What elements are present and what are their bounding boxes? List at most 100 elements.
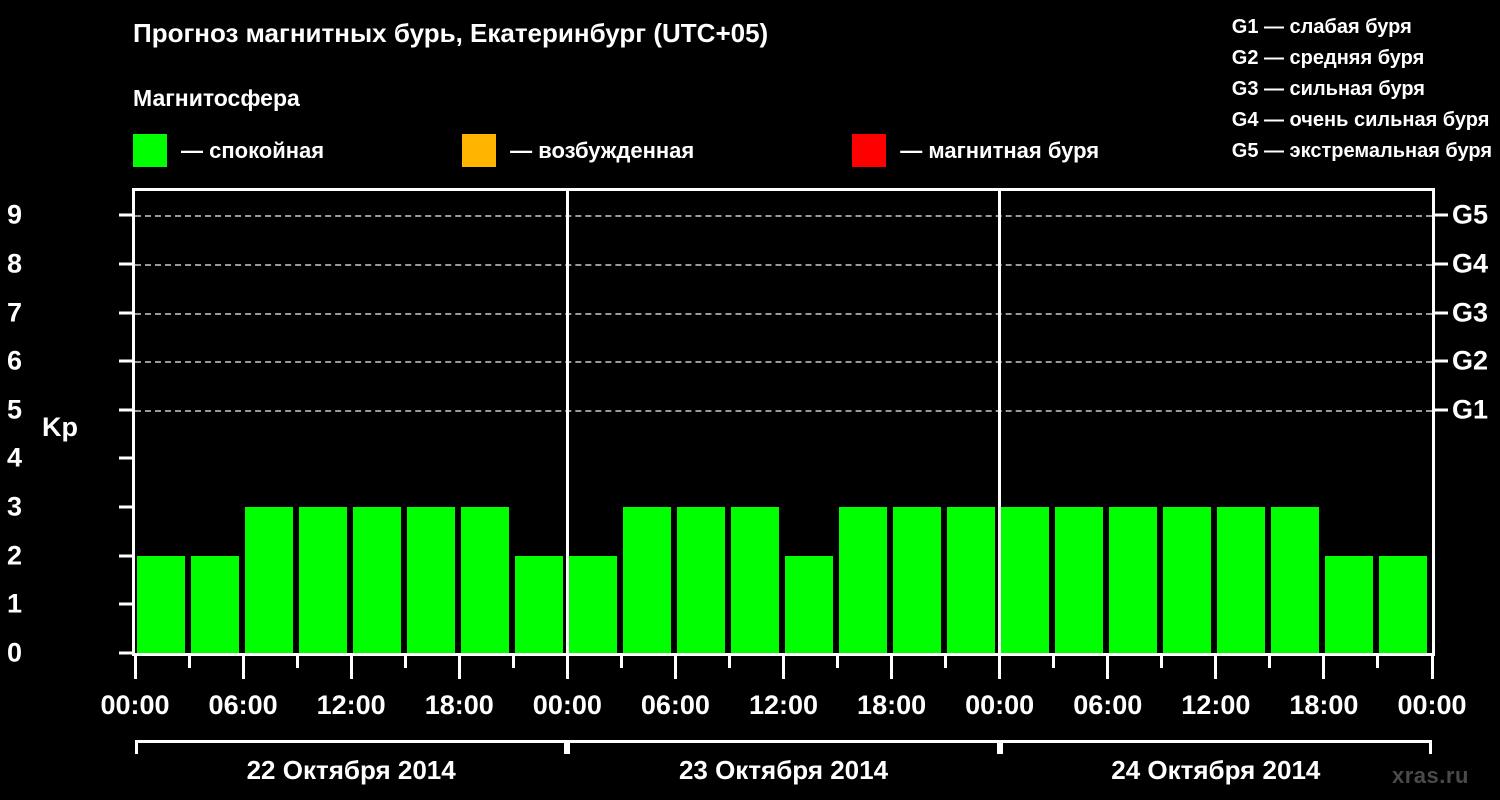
g-tick-label-g3: G3 [1452, 297, 1489, 328]
date-band [567, 740, 1000, 754]
y-tick-mark [119, 651, 132, 655]
x-tick-major [457, 656, 461, 679]
y-tick-mark [119, 262, 132, 266]
x-tick-label: 06:00 [640, 690, 710, 720]
bar [1109, 507, 1158, 653]
y-tick-mark [119, 505, 132, 509]
date-label: 22 Октября 2014 [246, 755, 456, 785]
x-tick-label: 12:00 [1181, 690, 1251, 720]
bar [893, 507, 942, 653]
bar [730, 507, 779, 653]
x-tick-minor [187, 656, 191, 668]
g-scale-row-g3: G3 — сильная буря [1231, 78, 1425, 100]
x-tick-major [1106, 656, 1110, 679]
g-tick-mark [1435, 359, 1448, 363]
y-tick-label-7: 7 [6, 297, 22, 328]
y-tick-label-4: 4 [6, 442, 22, 473]
x-tick-major [673, 656, 677, 679]
x-tick-major [349, 656, 353, 679]
g-scale-row-g4: G4 — очень сильная буря [1231, 109, 1490, 131]
y-tick-label-3: 3 [6, 491, 22, 522]
x-tick-minor [619, 656, 623, 668]
x-tick-label: 18:00 [857, 690, 927, 720]
x-tick-minor [1052, 656, 1056, 668]
y-tick-label-1: 1 [6, 588, 22, 619]
bar [244, 507, 293, 653]
x-tick-label: 00:00 [532, 690, 602, 720]
g-scale-legend: G1 — слабая буря G2 — средняя буря G3 — си… [1232, 12, 1492, 167]
bar [1163, 507, 1212, 653]
bar [1001, 507, 1050, 653]
date-band [999, 740, 1432, 754]
bar [947, 507, 996, 653]
bar [568, 555, 617, 653]
x-tick-major [241, 656, 245, 679]
bar [839, 507, 888, 653]
y-tick-mark [119, 213, 132, 217]
x-tick-minor [1160, 656, 1164, 668]
date-label: 23 Октября 2014 [678, 755, 889, 785]
bar [1217, 507, 1266, 653]
x-tick-major [782, 656, 785, 679]
x-tick-label: 18:00 [424, 690, 494, 720]
x-tick-minor [836, 656, 840, 668]
g-tick-mark [1435, 213, 1448, 217]
x-tick-label: 12:00 [316, 690, 386, 720]
x-tick-label: 12:00 [748, 690, 819, 720]
x-tick-label: 18:00 [1289, 690, 1359, 720]
g-scale-row-g5: G5 — экстремальная буря [1231, 140, 1492, 162]
legend-swatch-calm [133, 134, 167, 167]
y-tick-label-6: 6 [6, 345, 22, 376]
x-tick-label: 00:00 [1397, 690, 1467, 720]
x-tick-major [890, 656, 894, 679]
bar [1271, 507, 1320, 653]
y-tick-label-9: 9 [6, 199, 22, 230]
x-tick-minor [727, 656, 731, 668]
legend-entry-excited: — возбужденная [462, 134, 694, 167]
bar [622, 507, 671, 653]
page-title: Прогноз магнитных бурь, Екатеринбург (UT… [133, 18, 769, 48]
y-tick-mark [119, 408, 132, 412]
x-tick-minor [1376, 656, 1380, 668]
x-tick-label: 00:00 [965, 690, 1035, 720]
x-tick-major [1322, 656, 1326, 679]
bar [190, 555, 239, 653]
magnetosphere-legend: — спокойная — возбужденная — магнитная бур… [133, 134, 1099, 167]
legend-swatch-excited [462, 134, 497, 167]
day-separator [998, 191, 1002, 653]
x-tick-label: 06:00 [1073, 690, 1143, 720]
g-tick-mark [1435, 408, 1448, 412]
x-tick-label: 00:00 [100, 690, 170, 720]
gridline-kp-9 [135, 215, 1432, 218]
y-tick-label-0: 0 [6, 637, 22, 668]
legend-entry-storm: — магнитная буря [852, 134, 1099, 167]
watermark: xras.ru [1392, 763, 1469, 788]
x-tick-major [1430, 656, 1434, 679]
x-tick-minor [1268, 656, 1272, 668]
chart-plot-area [132, 188, 1435, 656]
y-tick-mark [119, 359, 132, 363]
bar [1379, 555, 1428, 653]
bar [1055, 507, 1104, 653]
y-tick-mark [119, 602, 132, 606]
y-tick-label-8: 8 [6, 248, 22, 279]
legend-entry-calm: — спокойная [133, 134, 324, 167]
y-tick-label-2: 2 [6, 540, 22, 571]
x-tick-major [1214, 656, 1218, 679]
magnetosphere-heading: Магнитосфера [133, 85, 300, 111]
g-tick-label-g2: G2 [1452, 345, 1489, 376]
bar [136, 555, 185, 653]
gridline-kp-6 [135, 361, 1432, 364]
legend-label-storm: — магнитная буря [900, 137, 1100, 163]
x-tick-major [998, 656, 1002, 679]
gridline-kp-5 [135, 409, 1432, 412]
y-tick-mark [119, 311, 132, 315]
x-tick-minor [511, 656, 515, 668]
y-tick-mark [119, 456, 132, 460]
g-tick-label-g4: G4 [1452, 248, 1489, 279]
bar [406, 507, 455, 653]
g-tick-mark [1435, 262, 1448, 266]
g-scale-row-g2: G2 — средняя буря [1231, 47, 1425, 69]
gridline-kp-8 [135, 263, 1432, 266]
bar [460, 507, 509, 653]
